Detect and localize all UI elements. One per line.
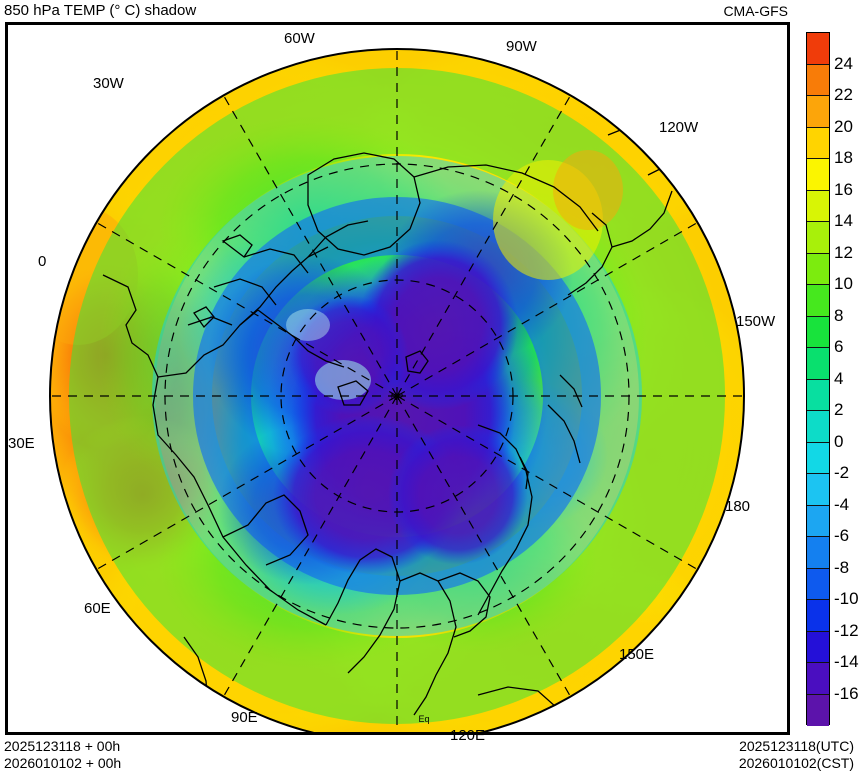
footer-left-line2: 2026010102 + 00h (4, 755, 122, 771)
longitude-label-30w: 30W (93, 75, 124, 92)
colorbar-tick-label: 24 (834, 53, 853, 73)
longitude-label-60e: 60E (84, 600, 111, 617)
colorbar-tick-label: 8 (834, 305, 844, 325)
longitude-label-90e: 90E (231, 709, 258, 726)
longitude-label-30e: 30E (8, 435, 35, 452)
colorbar-tick-label: -4 (834, 494, 850, 514)
colorbar-band (807, 285, 829, 317)
globe-outline (49, 48, 745, 732)
colorbar-band (807, 505, 829, 537)
colorbar-band (807, 316, 829, 348)
colorbar-tick-label: 12 (834, 242, 853, 262)
colorbar-band (807, 663, 829, 695)
colorbar-band (807, 411, 829, 443)
longitude-label-90w: 90W (506, 38, 537, 55)
footer-right-line1: 2025123118(UTC) (739, 738, 854, 754)
colorbar-band (807, 631, 829, 663)
colorbar[interactable] (806, 32, 830, 726)
colorbar-tick-label: 22 (834, 85, 853, 104)
colorbar-band (807, 253, 829, 285)
footer-right-line2: 2026010102(CST) (738, 755, 854, 771)
longitude-label-150e: 150E (619, 646, 655, 663)
colorbar-band (807, 33, 829, 65)
colorbar-band (807, 474, 829, 506)
colorbar-tick-label: -2 (834, 463, 850, 482)
colorbar-tick-label: 10 (834, 274, 853, 293)
colorbar-tick-label: 16 (834, 179, 853, 199)
map-frame: NP Eq (5, 22, 790, 735)
longitude-label-120w: 120W (659, 119, 699, 136)
colorbar-tick-label: -10 (834, 589, 859, 608)
polar-map-svg: NP Eq (49, 48, 745, 732)
map-canvas[interactable]: NP Eq (8, 25, 787, 732)
colorbar-band (807, 64, 829, 96)
page-title: 850 hPa TEMP (° C) shadow (4, 2, 197, 19)
longitude-label-60w: 60W (284, 30, 315, 47)
colorbar-tick-label: -14 (834, 652, 859, 671)
equator-label: Eq (418, 714, 429, 724)
colorbar-tick-label: -12 (834, 620, 859, 640)
longitude-label-120e: 120E (450, 727, 486, 744)
colorbar-band (807, 568, 829, 600)
longitude-label-0: 0 (38, 253, 47, 270)
colorbar-band (807, 379, 829, 411)
colorbar-band (807, 222, 829, 254)
graticule (50, 49, 744, 732)
north-pole-label: NP (391, 392, 404, 402)
colorbar-tick-label: 4 (834, 368, 844, 388)
footer-left-line1: 2025123118 + 00h (4, 738, 121, 754)
colorbar-tick-label: 20 (834, 116, 853, 136)
colorbar-band (807, 348, 829, 380)
colorbar-band (807, 190, 829, 222)
longitude-label-150w: 150W (736, 313, 776, 330)
colorbar-band (807, 537, 829, 569)
colorbar-tick-label: -16 (834, 683, 859, 703)
colorbar-band (807, 127, 829, 159)
colorbar-tick-label: -8 (834, 557, 850, 577)
longitude-label-180: 180 (725, 498, 751, 515)
colorbar-band (807, 159, 829, 191)
colorbar-tick-label: 0 (834, 431, 844, 451)
model-label: CMA-GFS (723, 3, 788, 19)
colorbar-band (807, 96, 829, 128)
colorbar-tick-label: 2 (834, 400, 844, 419)
colorbar-tick-label: 18 (834, 148, 853, 167)
colorbar-tick-label: 6 (834, 337, 844, 356)
colorbar-tick-label: -6 (834, 526, 850, 545)
colorbar-band (807, 694, 829, 726)
colorbar-tick-label: 14 (834, 211, 853, 230)
colorbar-band (807, 600, 829, 632)
colorbar-band (807, 442, 829, 474)
